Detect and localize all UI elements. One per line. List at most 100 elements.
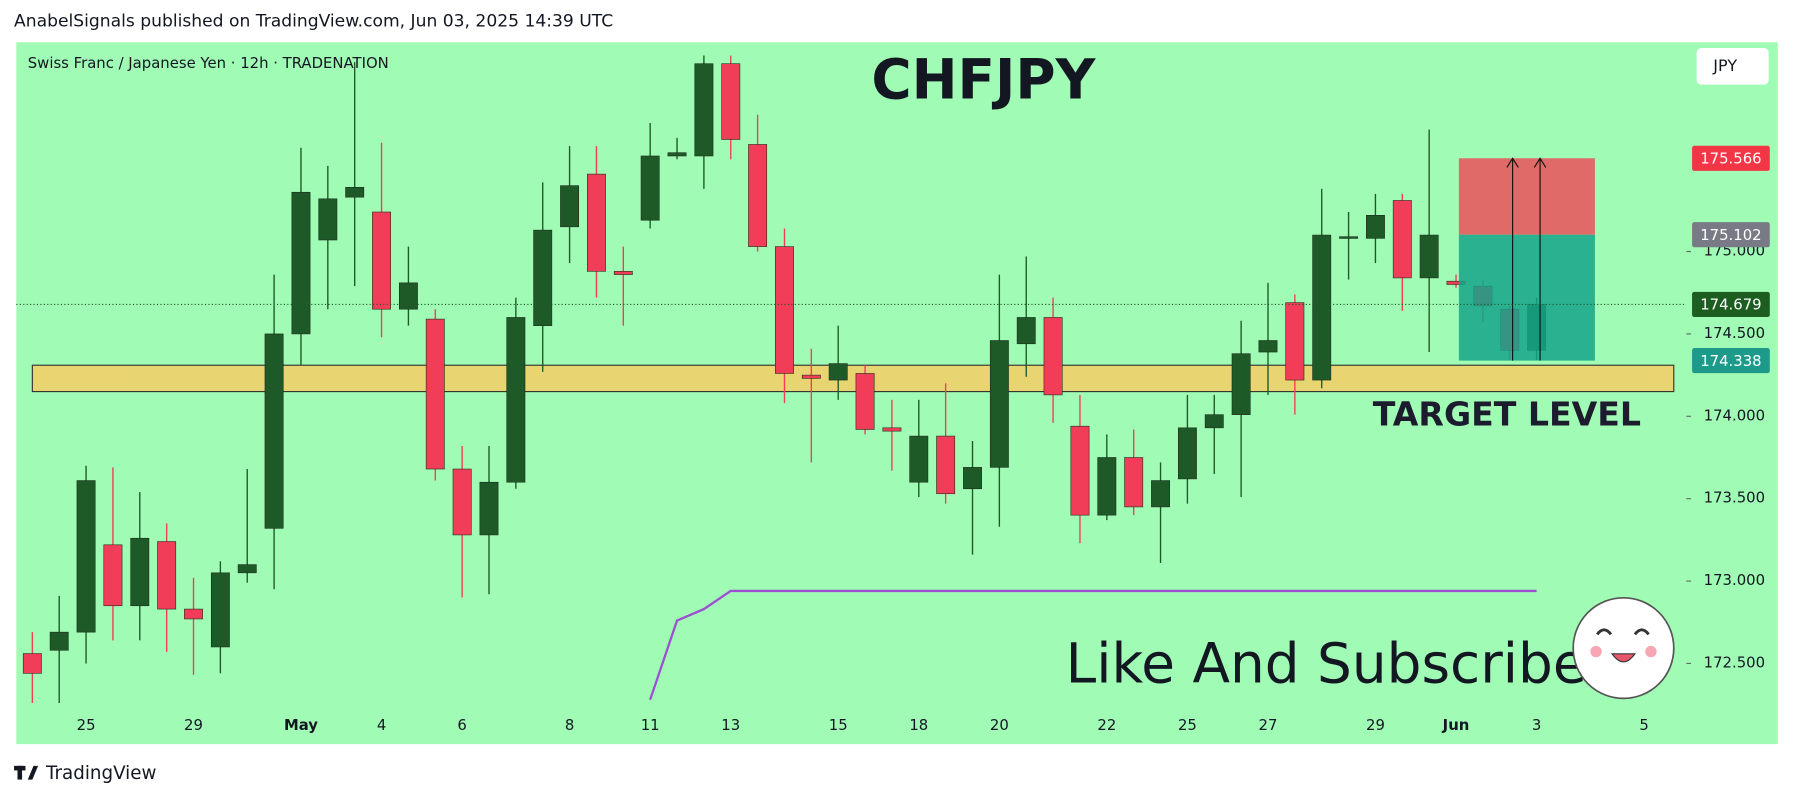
candle-body: [1204, 414, 1224, 429]
annotation: Like And Subscribe: [1066, 632, 1587, 696]
candle-body: [828, 363, 848, 381]
x-tick-label: 27: [1259, 716, 1278, 734]
target-area: [1458, 234, 1595, 361]
candle-body: [1258, 340, 1278, 353]
candle-body: [49, 631, 69, 651]
candle-body: [1339, 236, 1359, 239]
candle-body: [882, 427, 902, 432]
candle-body: [237, 564, 257, 574]
price-label: 174.679: [1700, 296, 1761, 314]
y-tick-label: 174.500: [1704, 324, 1765, 342]
candle-body: [1070, 425, 1090, 516]
candle-body: [1151, 480, 1170, 508]
y-tick-label: 174.000: [1704, 406, 1765, 424]
price-label-box: [1692, 348, 1770, 374]
cat-cheek: [1645, 645, 1657, 658]
zone-label: TARGET LEVEL: [1373, 395, 1641, 434]
candle-body: [398, 282, 418, 310]
x-tick-label: 18: [909, 716, 928, 734]
cat-eyes: [1596, 628, 1650, 636]
candle-body: [425, 318, 445, 470]
candle-body: [22, 653, 42, 674]
candle-body: [989, 340, 1009, 468]
candle-body: [855, 373, 875, 430]
candle-body: [909, 435, 929, 483]
cat-sticker: [1572, 596, 1675, 700]
cat-face: [1572, 596, 1675, 700]
x-tick-label: Jun: [1442, 716, 1470, 734]
x-tick-label: 8: [565, 716, 574, 734]
target-zone: [31, 364, 1675, 393]
candle-body: [748, 144, 768, 247]
currency-button[interactable]: [1696, 48, 1769, 85]
candle-body: [1097, 457, 1117, 516]
x-tick-label: 20: [990, 716, 1009, 734]
x-tick-label: 13: [721, 716, 740, 734]
candle-body: [613, 271, 633, 275]
subtitle: Swiss Franc / Japanese Yen · 12h · TRADE…: [28, 54, 389, 72]
candle-body: [372, 211, 391, 310]
currency: JPY: [1712, 56, 1737, 75]
price-label-box: [1692, 145, 1770, 171]
candle-body: [1016, 317, 1036, 345]
candle-body: [587, 173, 606, 272]
candle-body: [1231, 353, 1251, 415]
price-label-box: [1692, 291, 1770, 318]
logo: [14, 765, 39, 780]
candle-body: [1419, 234, 1439, 279]
x-tick-label: May: [284, 716, 318, 734]
plot: [22, 55, 1675, 703]
x-tick-label: 29: [184, 716, 203, 734]
candle-body: [452, 468, 472, 536]
x-tick-label: 5: [1639, 716, 1648, 734]
candle-body: [103, 544, 123, 607]
brand: TradingView: [45, 763, 156, 784]
candle-body: [318, 198, 338, 241]
candle-body: [640, 155, 660, 221]
y-tick-label: 173.500: [1704, 489, 1765, 507]
candle-body: [1285, 302, 1305, 381]
stop-area: [1458, 158, 1595, 235]
header: AnabelSignals published on TradingView.c…: [14, 12, 613, 32]
y-tick-label: 172.500: [1704, 653, 1765, 671]
candle-body: [130, 537, 150, 607]
candle-body: [76, 480, 96, 633]
x-tick-label: 4: [377, 716, 386, 734]
x-tick-label: 11: [641, 716, 660, 734]
candle-body: [1366, 215, 1385, 239]
price-label: 174.338: [1700, 352, 1761, 370]
candle-body: [936, 435, 956, 495]
arrow-head: [1506, 157, 1519, 168]
x-tick-label: 25: [77, 716, 96, 734]
indicator-line: [649, 589, 1537, 701]
cat-mouth: [1610, 653, 1637, 663]
candle-body: [184, 608, 203, 620]
candle-body: [533, 229, 553, 326]
arrow-head: [1533, 157, 1547, 168]
candle-body: [1392, 200, 1412, 279]
price-label: 175.102: [1700, 226, 1761, 244]
candle-body: [801, 374, 821, 379]
y-tick-label: 173.000: [1704, 571, 1765, 589]
candle-body: [157, 541, 177, 610]
candle-body: [1312, 234, 1332, 381]
x-tick-label: 15: [829, 716, 848, 734]
candle-body: [345, 186, 365, 198]
candle-body: [721, 63, 741, 140]
x-tick-label: 25: [1178, 716, 1197, 734]
candle-body: [1043, 317, 1063, 396]
candle-body: [1177, 427, 1197, 480]
candle-body: [479, 481, 499, 536]
candle-body: [963, 467, 982, 490]
x-tick-label: 29: [1366, 716, 1385, 734]
candle-body: [667, 152, 687, 157]
candle-body: [210, 572, 230, 648]
candle-body: [506, 317, 526, 483]
cat-cheek: [1590, 645, 1602, 658]
candle-body: [775, 246, 794, 374]
x-tick-label: 3: [1532, 716, 1541, 734]
x-tick-label: 22: [1097, 716, 1116, 734]
price-label-box: [1692, 222, 1770, 248]
